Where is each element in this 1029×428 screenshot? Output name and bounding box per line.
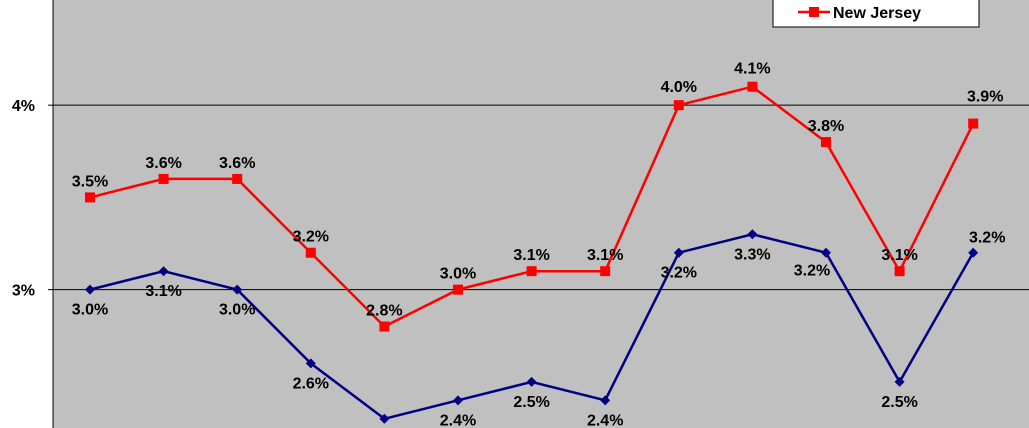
series-2-point [821,247,831,258]
series-1-point [158,173,169,184]
data-label: 2.8% [366,303,402,320]
data-label: 3.0% [440,266,476,283]
data-label: 3.5% [72,173,108,190]
series-2-point [526,376,537,387]
data-label: 3.6% [145,155,181,172]
series-1-point [673,100,684,111]
series-2-point [747,229,758,240]
data-label: 3.0% [219,302,255,319]
data-label: 2.4% [587,412,623,428]
series-1-point [232,173,243,184]
data-label: 2.5% [513,394,549,411]
series-1-point [85,192,95,203]
legend-box [772,0,980,28]
legend: New Jersey [772,0,980,28]
series-1-point [968,118,979,129]
data-label: 3.1% [513,247,549,264]
data-label: 2.5% [881,394,917,411]
series-1-point [526,266,537,277]
series-1-point [453,284,463,295]
data-label: 3.1% [587,247,623,264]
data-label: 3.2% [293,229,329,246]
series-1-point [821,137,831,148]
data-label: 2.6% [293,375,329,392]
data-label: 3.3% [734,246,770,263]
data-label: 3.2% [661,265,697,282]
series-1-point [894,266,905,277]
series-2-point [600,395,611,406]
data-label: 3.1% [145,283,181,300]
series-2-point [232,284,243,295]
series-2-point [453,395,463,406]
series-2-point [894,376,905,387]
series-2-point [968,247,979,258]
data-label: 3.6% [219,155,255,172]
data-label: 3.9% [967,89,1003,106]
series-2-point [379,413,390,424]
data-label: 3.2% [969,230,1005,247]
data-label: 4.1% [734,61,770,78]
plot-area [53,0,1029,428]
series-2-point [158,266,169,277]
data-label: 3.2% [794,263,830,280]
y-tick-label: 3% [12,283,35,300]
series-2-point [673,247,684,258]
data-label: 3.1% [881,247,917,264]
y-tick-label: 4% [12,98,35,115]
legend-label-series-1: New Jersey [833,5,921,22]
series-1-point [600,266,611,277]
data-label: 3.0% [72,302,108,319]
data-label: 2.4% [440,412,476,428]
legend-marker [809,7,819,17]
data-label: 3.8% [808,118,844,135]
series-2-point [305,358,316,369]
series-2-point [85,284,95,295]
data-label: 4.0% [661,79,697,96]
series-1-point [379,321,390,332]
series-1-point [305,247,316,258]
series-1-point [747,81,758,92]
